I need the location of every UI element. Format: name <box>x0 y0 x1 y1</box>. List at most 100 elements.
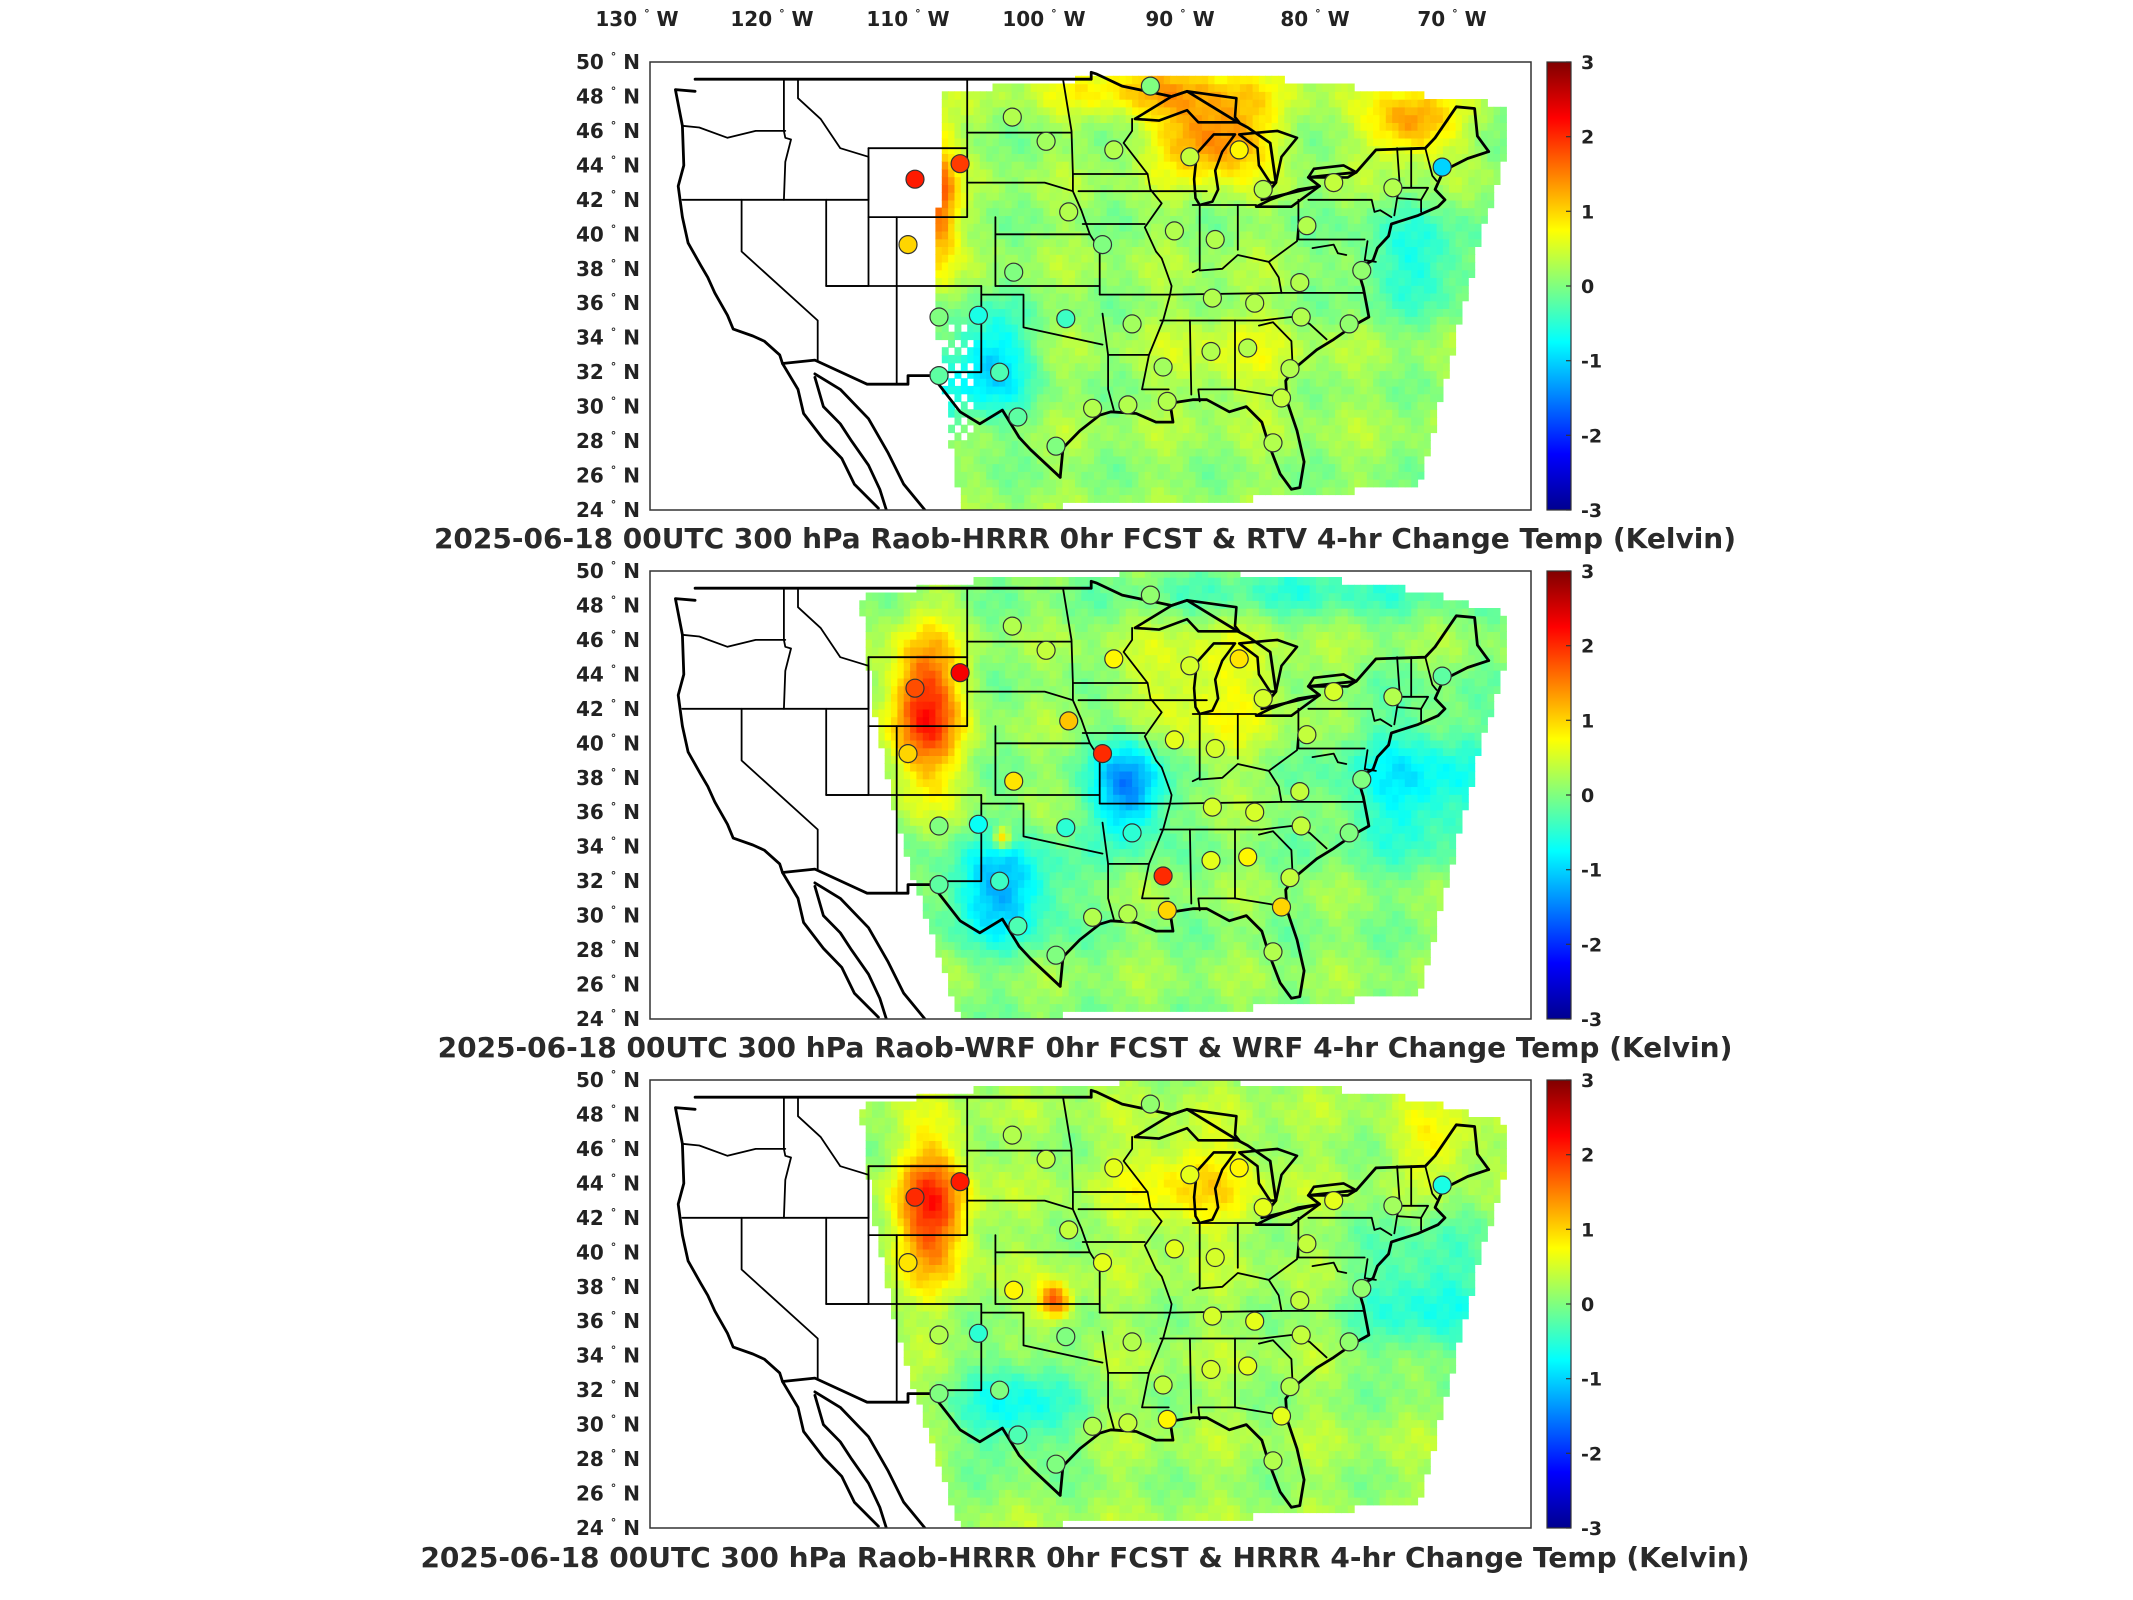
station-marker <box>1383 687 1403 707</box>
station-marker <box>1202 1306 1223 1326</box>
station-marker <box>1383 178 1403 198</box>
station-marker <box>1339 1332 1359 1352</box>
lat-tick-label: 42 ° N <box>576 697 640 721</box>
lat-tick-label: 26 ° N <box>576 464 640 488</box>
station-marker <box>1280 868 1300 888</box>
station-marker <box>1229 140 1249 160</box>
station-marker <box>1118 904 1138 924</box>
station-marker <box>1122 823 1142 843</box>
station-marker <box>1324 1190 1344 1211</box>
station-marker <box>989 362 1010 382</box>
station-marker <box>1352 260 1372 281</box>
station-marker <box>1092 235 1113 255</box>
station-marker <box>1201 341 1221 362</box>
lon-tick-label: 120 ° W <box>730 7 813 31</box>
station-marker <box>1180 656 1200 676</box>
station-marker <box>1271 897 1292 917</box>
station-marker <box>1056 1327 1076 1347</box>
panel-title: 2025-06-18 00UTC 300 hPa Raob-WRF 0hr FC… <box>438 1031 1733 1064</box>
station-marker <box>950 154 970 174</box>
colorbar-tick-label: -3 <box>1581 1518 1602 1540</box>
lat-tick-label: 34 ° N <box>576 326 640 350</box>
station-marker <box>1229 649 1249 669</box>
station-marker <box>1008 407 1028 427</box>
colorbar-tick-label: -1 <box>1581 860 1602 882</box>
station-marker <box>1339 823 1359 843</box>
colorbar-tick-label: 1 <box>1581 1219 1594 1241</box>
station-marker <box>1164 730 1185 750</box>
station-marker <box>1104 140 1124 160</box>
station-marker <box>1290 273 1310 293</box>
station-marker <box>1082 398 1103 418</box>
station-marker <box>1383 1196 1403 1216</box>
station-marker <box>1036 640 1056 660</box>
map-frame <box>649 1079 1532 1529</box>
map-frame <box>649 61 1532 511</box>
colorbar-tick-label: -3 <box>1581 500 1602 522</box>
station-marker <box>1004 771 1024 791</box>
station-marker <box>1432 666 1452 686</box>
station-marker <box>950 663 970 683</box>
raob-stations <box>898 76 1452 456</box>
lat-tick-label: 34 ° N <box>576 1344 640 1368</box>
lat-tick-label: 24 ° N <box>576 498 640 522</box>
station-marker <box>1263 433 1283 453</box>
station-marker <box>1002 616 1022 636</box>
station-marker <box>1324 173 1344 193</box>
station-marker <box>1092 743 1113 764</box>
map-area <box>650 1080 1531 1528</box>
lat-tick-label: 48 ° N <box>576 594 640 618</box>
station-marker <box>1002 1125 1022 1145</box>
station-marker <box>905 1187 925 1207</box>
colorbar: 3 2 1 0 -1 -2 -3 <box>1546 52 1602 522</box>
raob-stations <box>898 1094 1452 1474</box>
station-marker <box>1432 157 1452 177</box>
map-area <box>650 62 1531 510</box>
station-marker <box>1253 688 1273 709</box>
lat-tick-label: 32 ° N <box>576 360 640 384</box>
lat-tick-label: 38 ° N <box>576 257 640 281</box>
station-marker <box>1036 131 1056 151</box>
lat-tick-label: 48 ° N <box>576 1103 640 1127</box>
station-marker <box>1202 797 1223 817</box>
panel-title: 2025-06-18 00UTC 300 hPa Raob-HRRR 0hr F… <box>420 1541 1749 1574</box>
raob-stations <box>898 585 1452 965</box>
colorbar-tick-label: -3 <box>1581 1009 1602 1031</box>
station-marker <box>1046 945 1066 965</box>
station-marker <box>1291 1325 1311 1345</box>
colorbar-tick-label: 1 <box>1581 201 1594 223</box>
station-marker <box>1280 1377 1300 1397</box>
station-marker <box>1432 1175 1452 1195</box>
station-marker <box>929 366 949 386</box>
station-marker <box>1205 229 1225 250</box>
colorbar-tick-label: -1 <box>1581 1369 1602 1391</box>
station-marker <box>968 814 989 834</box>
colorbar-tick-label: 3 <box>1581 561 1594 583</box>
lon-tick-label: 90 ° W <box>1145 7 1214 31</box>
station-marker <box>898 743 918 764</box>
station-marker <box>1297 725 1317 745</box>
lat-tick-label: 50 ° N <box>576 1068 640 1092</box>
station-marker <box>1059 711 1079 731</box>
colorbar-tick-label: 0 <box>1581 276 1594 298</box>
lat-tick-label: 50 ° N <box>576 50 640 74</box>
station-marker <box>989 871 1010 891</box>
lat-tick-label: 36 ° N <box>576 800 640 824</box>
station-marker <box>1297 216 1317 236</box>
station-marker <box>1082 907 1103 927</box>
station-marker <box>1263 942 1283 962</box>
station-marker <box>1253 1197 1273 1218</box>
station-marker <box>1008 916 1028 936</box>
lat-tick-label: 50 ° N <box>576 559 640 583</box>
station-marker <box>1291 307 1311 327</box>
station-marker <box>989 1380 1010 1400</box>
station-marker <box>950 1172 970 1192</box>
station-marker <box>929 1383 949 1404</box>
station-marker <box>905 678 925 698</box>
station-marker <box>1180 1165 1200 1185</box>
station-marker <box>1122 314 1142 334</box>
station-marker <box>1140 1094 1161 1114</box>
lon-tick-label: 70 ° W <box>1417 7 1486 31</box>
station-marker <box>1205 738 1225 759</box>
